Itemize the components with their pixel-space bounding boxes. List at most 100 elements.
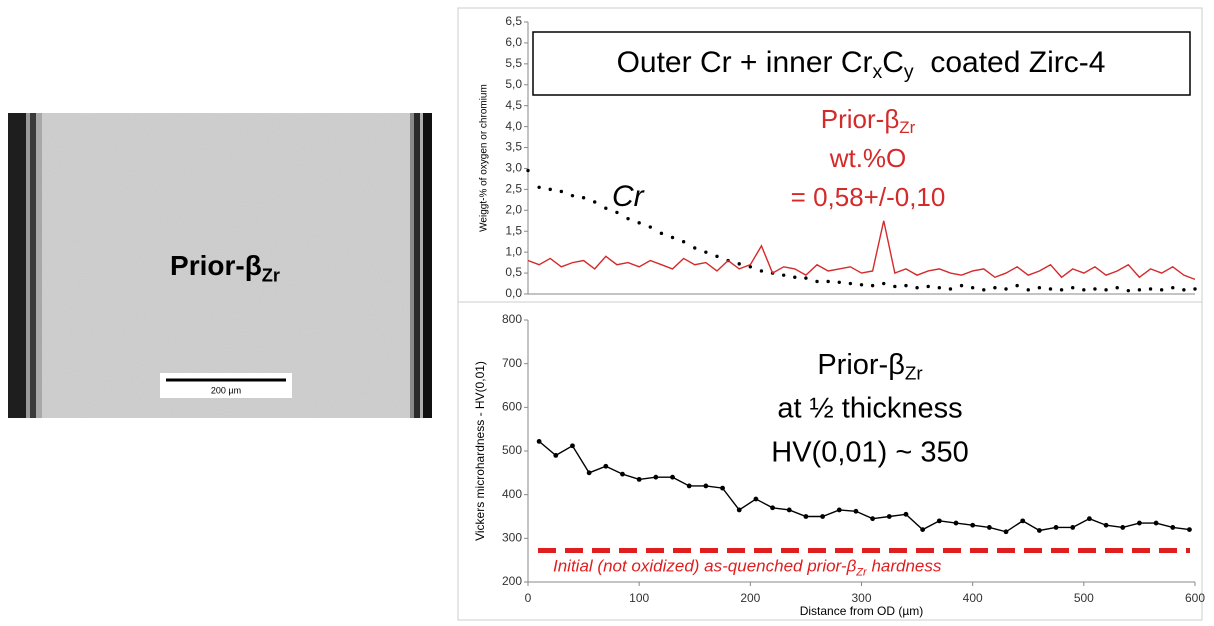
y-tick-label: 4,0 — [505, 119, 522, 133]
data-point — [920, 527, 926, 532]
data-point — [586, 470, 592, 476]
data-point — [859, 283, 864, 287]
data-point — [1120, 525, 1126, 530]
data-point — [1059, 288, 1064, 292]
text-part: Outer Cr + inner Cr — [617, 46, 873, 79]
data-point — [786, 507, 792, 513]
data-point — [993, 286, 997, 290]
data-point — [1053, 525, 1059, 530]
data-point — [882, 281, 886, 286]
data-point — [1086, 516, 1092, 522]
chart-title: Outer Cr + inner CrxCy coated Zirc-4 — [617, 46, 1106, 83]
data-point — [637, 221, 641, 225]
annotation: at ½ thickness — [777, 393, 962, 425]
data-point — [620, 471, 625, 477]
reference-label: Initial (not oxidized) as-quenched prior… — [553, 557, 942, 579]
data-point — [1137, 520, 1142, 526]
data-point — [937, 286, 942, 290]
data-point — [526, 168, 530, 173]
subscript: Zr — [855, 567, 868, 579]
data-point — [903, 511, 909, 517]
text-part: Initial (not oxidized) as-quenched prior… — [553, 557, 857, 576]
data-point — [1153, 520, 1159, 526]
data-point — [886, 514, 892, 519]
data-point — [970, 522, 976, 528]
x-tick-label: 600 — [1185, 591, 1205, 605]
data-point — [537, 185, 541, 189]
text-part: hardness — [867, 557, 942, 576]
text-part: Prior-β — [821, 104, 900, 134]
data-point — [836, 507, 842, 513]
y-tick-label: 200 — [502, 574, 522, 588]
data-point — [681, 239, 686, 244]
data-point — [781, 273, 786, 277]
data-point — [604, 206, 608, 210]
data-point — [870, 516, 876, 522]
text-part: Prior-β — [817, 349, 905, 381]
edge-right-layer — [420, 113, 423, 418]
data-point — [915, 286, 919, 290]
data-point — [1036, 528, 1042, 533]
data-point — [1020, 518, 1026, 524]
data-point — [615, 210, 619, 215]
scale-box — [160, 373, 292, 398]
annotation: HV(0,01) ~ 350 — [771, 437, 968, 469]
data-point — [570, 193, 575, 198]
data-point — [670, 474, 675, 480]
y-tick-label: 2,0 — [505, 202, 522, 216]
data-point — [953, 520, 959, 526]
data-point — [1003, 529, 1009, 535]
y-tick-label: 0,5 — [505, 265, 522, 279]
data-point — [926, 284, 930, 289]
data-point — [559, 189, 564, 194]
data-point — [1170, 525, 1176, 530]
data-point — [793, 275, 797, 279]
data-point — [1104, 288, 1108, 292]
data-point — [904, 283, 908, 288]
data-point — [759, 269, 764, 273]
data-point — [1037, 286, 1042, 290]
edge-right — [423, 113, 432, 418]
data-point — [659, 231, 664, 236]
y-tick-label: 6,5 — [505, 14, 522, 28]
data-point — [826, 279, 830, 284]
data-point — [536, 438, 542, 444]
annotation: = 0,58+/-0,10 — [791, 182, 946, 212]
x-tick-label: 100 — [629, 591, 649, 605]
data-point — [848, 281, 853, 286]
y-tick-label: 1,0 — [505, 244, 522, 258]
title-box — [532, 31, 1191, 96]
micrograph: 200 µm Prior-βZr — [8, 113, 432, 418]
y-tick-label: 400 — [502, 487, 522, 501]
data-point — [686, 483, 692, 489]
data-point — [837, 280, 841, 284]
x-tick-label: 500 — [1074, 591, 1094, 605]
data-point — [693, 246, 697, 250]
y-tick-label: 3,5 — [505, 140, 522, 154]
data-point — [1082, 288, 1086, 292]
scale-label: 200 µm — [211, 385, 241, 395]
data-point — [1026, 288, 1030, 292]
data-point — [548, 187, 552, 192]
data-point — [820, 514, 825, 519]
data-point — [893, 284, 897, 289]
data-point — [1159, 288, 1164, 292]
data-point — [986, 525, 992, 530]
y-tick-label: 3,0 — [505, 161, 522, 175]
data-point — [1171, 286, 1175, 290]
data-point — [1148, 287, 1153, 291]
edge-left — [8, 113, 26, 418]
subscript: y — [904, 61, 914, 83]
subscript: Zr — [899, 118, 915, 137]
data-point — [1015, 283, 1019, 288]
subscript: x — [873, 61, 883, 83]
data-point — [570, 443, 575, 449]
x-tick-label: 400 — [963, 591, 983, 605]
data-point — [1137, 288, 1142, 292]
data-point — [1093, 287, 1097, 291]
data-point — [870, 283, 875, 288]
annotation: wt.%O — [829, 143, 907, 173]
y-tick-label: 800 — [502, 312, 522, 326]
text-part: C — [882, 46, 904, 79]
